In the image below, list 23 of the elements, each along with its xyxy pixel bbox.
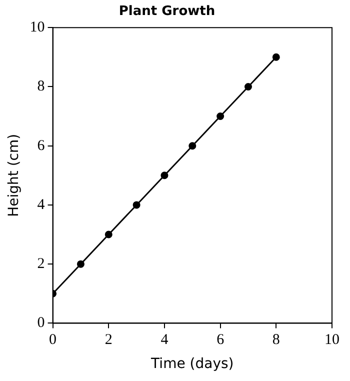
y-axis-title: Height (cm) bbox=[6, 134, 22, 217]
y-tick-label: 6 bbox=[37, 138, 46, 154]
x-tick-label: 4 bbox=[160, 332, 169, 348]
x-tick-label: 8 bbox=[272, 332, 280, 348]
point bbox=[244, 82, 252, 90]
y-tick-label: 8 bbox=[37, 78, 45, 95]
point bbox=[272, 53, 280, 61]
x-axis-title: Time (days) bbox=[150, 356, 234, 372]
point bbox=[160, 172, 168, 180]
y-tick-label: 0 bbox=[37, 315, 45, 332]
point bbox=[76, 260, 84, 268]
y-tick-label: 10 bbox=[30, 20, 45, 36]
point bbox=[188, 142, 196, 150]
y-tick-label: 2 bbox=[37, 256, 45, 272]
x-tick-label: 0 bbox=[49, 332, 57, 348]
point bbox=[216, 112, 224, 120]
x-tick-label: 10 bbox=[324, 332, 340, 348]
chart-title: Plant Growth bbox=[118, 4, 216, 20]
x-tick-label: 6 bbox=[216, 332, 225, 348]
y-tick-label: 4 bbox=[37, 196, 46, 213]
x-tick-label: 2 bbox=[104, 332, 112, 348]
point bbox=[104, 230, 112, 238]
point bbox=[132, 201, 140, 209]
